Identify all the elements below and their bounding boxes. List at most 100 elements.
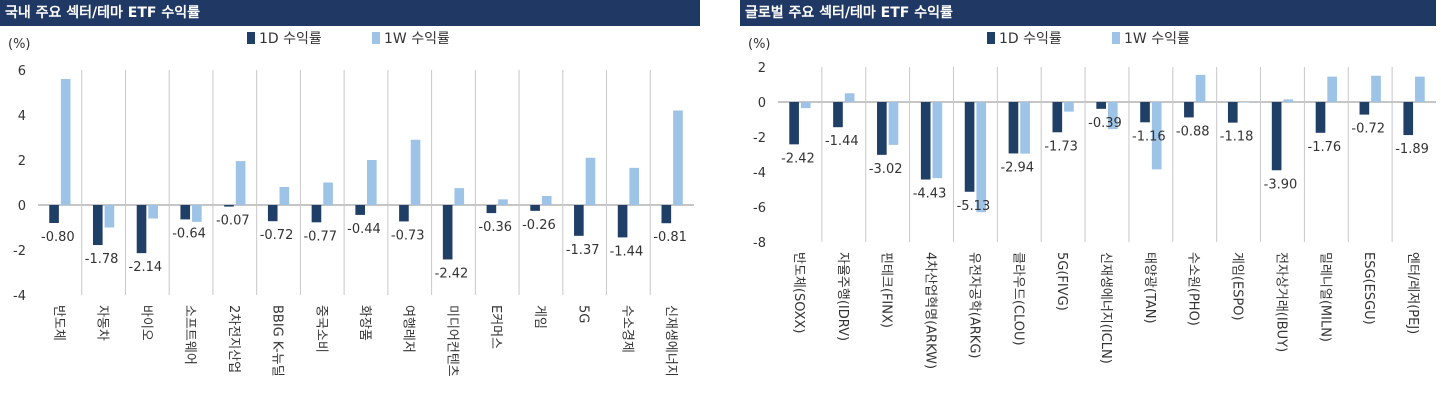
- legend-label-1d: 1D 수익률: [999, 31, 1062, 47]
- y-tick-label: -2: [13, 244, 26, 259]
- category-label: 태양광(TAN): [1142, 252, 1157, 324]
- y-tick-label: -2: [753, 131, 766, 146]
- bar-1d: [530, 205, 540, 211]
- category-label: ESG(ESGU): [1361, 252, 1376, 325]
- global-chart-title: 글로벌 주요 섹터/테마 ETF 수익률: [740, 0, 1436, 26]
- bar-1d: [574, 205, 584, 236]
- data-label-1d: -1.18: [1220, 130, 1254, 145]
- bar-1w: [323, 182, 333, 205]
- legend-label-1w: 1W 수익률: [384, 31, 450, 47]
- bar-1w: [104, 205, 115, 228]
- bar-1d: [355, 205, 365, 215]
- y-tick-label: -6: [753, 201, 766, 216]
- category-label: 전자상거래(IBUY): [1273, 252, 1288, 352]
- y-axis-unit-label: (%): [8, 37, 31, 52]
- bar-1w: [976, 102, 987, 213]
- global-etf-chart: (%) 1D 수익률 1W 수익률 2 0 -2 -4 -6 -8 -2.42 반도체(SOXX) -…: [748, 31, 1436, 369]
- bar-1w: [1239, 102, 1250, 103]
- y-tick-label: 2: [758, 61, 766, 76]
- category-label: 2차전지산업: [226, 305, 241, 373]
- category-label: 화장품: [357, 305, 372, 341]
- bar-1w: [1020, 102, 1030, 154]
- category-label: 반도체: [51, 305, 66, 341]
- bar-1d: [267, 205, 278, 222]
- category-label: 미디어컨텐츠: [444, 305, 459, 377]
- category-label: 소프트웨어: [182, 305, 197, 365]
- data-label-1d: -2.94: [1000, 160, 1034, 175]
- bar-1w: [1327, 76, 1337, 102]
- legend-swatch-1w: [1112, 32, 1120, 44]
- category-label: 게임: [532, 305, 547, 329]
- bar-1w: [192, 205, 202, 222]
- bar-1d: [1359, 102, 1370, 115]
- bar-1w: [1108, 102, 1118, 130]
- bar-1d: [1271, 102, 1282, 171]
- y-tick-label: 0: [758, 96, 766, 111]
- category-label: 여행레저: [401, 305, 417, 353]
- chart-legend: 1D 수익률 1W 수익률: [987, 31, 1190, 47]
- data-label-1d: -1.78: [85, 252, 119, 267]
- global-etf-panel: 글로벌 주요 섹터/테마 ETF 수익률 (%) 1D 수익률 1W 수익률 2 0 -2…: [740, 0, 1440, 412]
- data-label-1d: -4.43: [913, 187, 947, 202]
- bar-1d: [1008, 102, 1019, 154]
- data-label-1d: -3.02: [869, 162, 903, 177]
- data-label-1d: -1.16: [1132, 129, 1166, 144]
- data-label-1d: -0.39: [1088, 116, 1122, 131]
- bar-1w: [844, 93, 855, 102]
- data-label-1d: -2.42: [781, 151, 815, 166]
- data-label-1d: -0.77: [303, 229, 337, 244]
- bar-1w: [279, 187, 290, 205]
- legend-swatch-1d: [247, 32, 255, 44]
- category-label: 자율주행(IDRV): [835, 252, 851, 341]
- bar-1d: [1184, 102, 1194, 118]
- data-label-1d: -1.89: [1395, 142, 1429, 157]
- bar-1d: [180, 205, 191, 220]
- bar-1d: [877, 102, 887, 155]
- bar-1d: [486, 205, 497, 214]
- y-tick-label: 4: [18, 109, 26, 124]
- data-label-1d: -3.90: [1264, 177, 1298, 192]
- y-tick-label: -4: [753, 166, 766, 181]
- bar-1w: [629, 167, 640, 205]
- chart-legend: 1D 수익률 1W 수익률: [247, 31, 450, 47]
- data-label-1d: -5.13: [957, 199, 991, 214]
- bar-1w: [1151, 102, 1162, 170]
- bar-1w: [60, 79, 71, 205]
- bar-1w: [148, 205, 158, 219]
- bar-1d: [617, 205, 628, 238]
- bar-1d: [1227, 102, 1238, 123]
- domestic-chart-title: 국내 주요 섹터/테마 ETF 수익률: [0, 0, 700, 26]
- data-label-1d: -0.72: [260, 228, 294, 243]
- bar-1w: [454, 188, 465, 205]
- y-tick-label: -4: [13, 289, 26, 304]
- domestic-etf-panel: 국내 주요 섹터/테마 ETF 수익률 (%) 1D 수익률 1W 수익률 6 4 2 0 -…: [0, 0, 700, 412]
- bar-1d: [399, 205, 409, 222]
- data-label-1d: -1.44: [825, 134, 859, 149]
- category-label: 5G(FIVG): [1054, 252, 1069, 311]
- data-label-1d: -0.07: [216, 214, 250, 229]
- bar-1w: [585, 157, 596, 205]
- data-label-1d: -0.72: [1351, 122, 1385, 137]
- category-label: 신재생에너지(ICLN): [1098, 252, 1113, 364]
- data-label-1d: -1.44: [610, 244, 644, 259]
- bar-1w: [367, 160, 377, 205]
- data-label-1d: -0.64: [172, 226, 206, 241]
- category-label: 중국소비: [313, 305, 328, 353]
- bar-1d: [920, 102, 931, 180]
- bar-1w: [673, 110, 683, 205]
- data-label-1d: -0.44: [347, 222, 381, 237]
- y-axis-unit-label: (%): [748, 37, 771, 52]
- category-label: 바이오: [138, 305, 153, 341]
- y-tick-label: 2: [18, 154, 26, 169]
- bar-1w: [1195, 74, 1206, 102]
- bar-1w: [498, 199, 508, 205]
- category-label: 핀테크(FINX): [879, 252, 894, 328]
- category-label: 밀레니얼(MILN): [1317, 252, 1332, 342]
- legend-swatch-1d: [987, 32, 995, 44]
- data-label-1d: -0.88: [1176, 124, 1210, 139]
- bar-1w: [541, 196, 552, 205]
- bar-1w: [1415, 76, 1425, 102]
- legend-label-1d: 1D 수익률: [259, 31, 322, 47]
- category-label: 클라우드(CLOU): [1010, 252, 1025, 346]
- y-tick-label: 0: [18, 199, 26, 214]
